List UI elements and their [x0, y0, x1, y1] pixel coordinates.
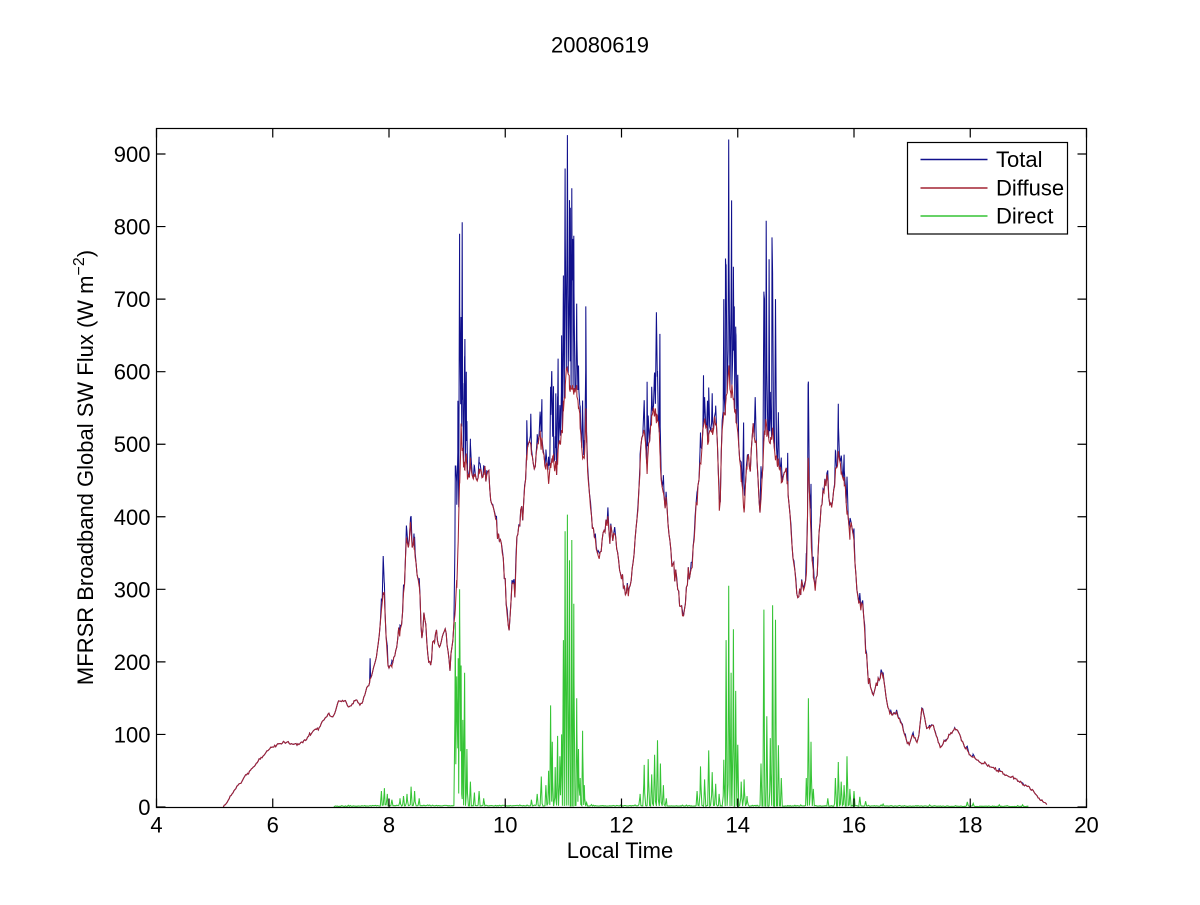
svg-text:10: 10 — [493, 813, 517, 838]
svg-text:100: 100 — [114, 722, 151, 747]
svg-text:500: 500 — [114, 432, 151, 457]
svg-text:400: 400 — [114, 505, 151, 530]
svg-text:8: 8 — [383, 813, 395, 838]
svg-text:200: 200 — [114, 650, 151, 675]
svg-text:4: 4 — [150, 813, 162, 838]
svg-text:16: 16 — [842, 813, 866, 838]
svg-text:600: 600 — [114, 360, 151, 385]
svg-text:Local Time: Local Time — [567, 838, 673, 863]
svg-text:12: 12 — [609, 813, 633, 838]
svg-text:20080619: 20080619 — [551, 33, 649, 58]
svg-text:14: 14 — [726, 813, 750, 838]
svg-text:Direct: Direct — [996, 204, 1053, 229]
svg-text:6: 6 — [267, 813, 279, 838]
svg-text:MFRSR Broadband Global SW Flux: MFRSR Broadband Global SW Flux (W m−2) — [71, 250, 98, 685]
svg-text:300: 300 — [114, 577, 151, 602]
svg-text:20: 20 — [1074, 813, 1098, 838]
svg-text:Total: Total — [996, 147, 1042, 172]
svg-text:900: 900 — [114, 142, 151, 167]
svg-text:18: 18 — [958, 813, 982, 838]
svg-text:Diffuse: Diffuse — [996, 176, 1064, 201]
svg-text:700: 700 — [114, 287, 151, 312]
svg-text:800: 800 — [114, 215, 151, 240]
svg-text:0: 0 — [138, 795, 150, 820]
